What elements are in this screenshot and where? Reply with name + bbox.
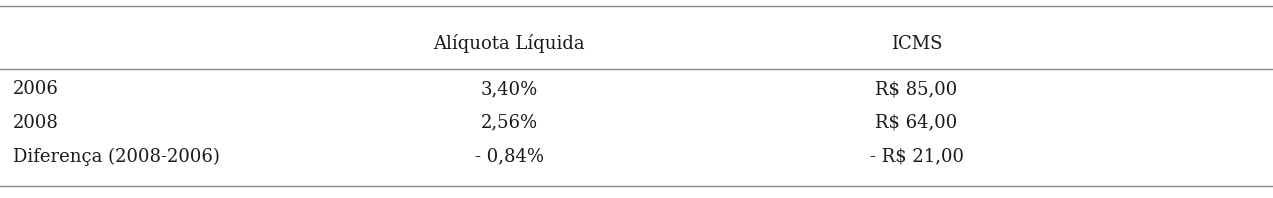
Text: Alíquota Líquida: Alíquota Líquida — [433, 34, 586, 53]
Text: R$ 64,00: R$ 64,00 — [876, 114, 957, 132]
Text: 3,40%: 3,40% — [481, 80, 537, 98]
Text: R$ 85,00: R$ 85,00 — [876, 80, 957, 98]
Text: Diferença (2008-2006): Diferença (2008-2006) — [13, 147, 220, 166]
Text: - 0,84%: - 0,84% — [475, 148, 544, 165]
Text: - R$ 21,00: - R$ 21,00 — [869, 148, 964, 165]
Text: 2006: 2006 — [13, 80, 59, 98]
Text: 2008: 2008 — [13, 114, 59, 132]
Text: ICMS: ICMS — [891, 35, 942, 52]
Text: 2,56%: 2,56% — [481, 114, 537, 132]
